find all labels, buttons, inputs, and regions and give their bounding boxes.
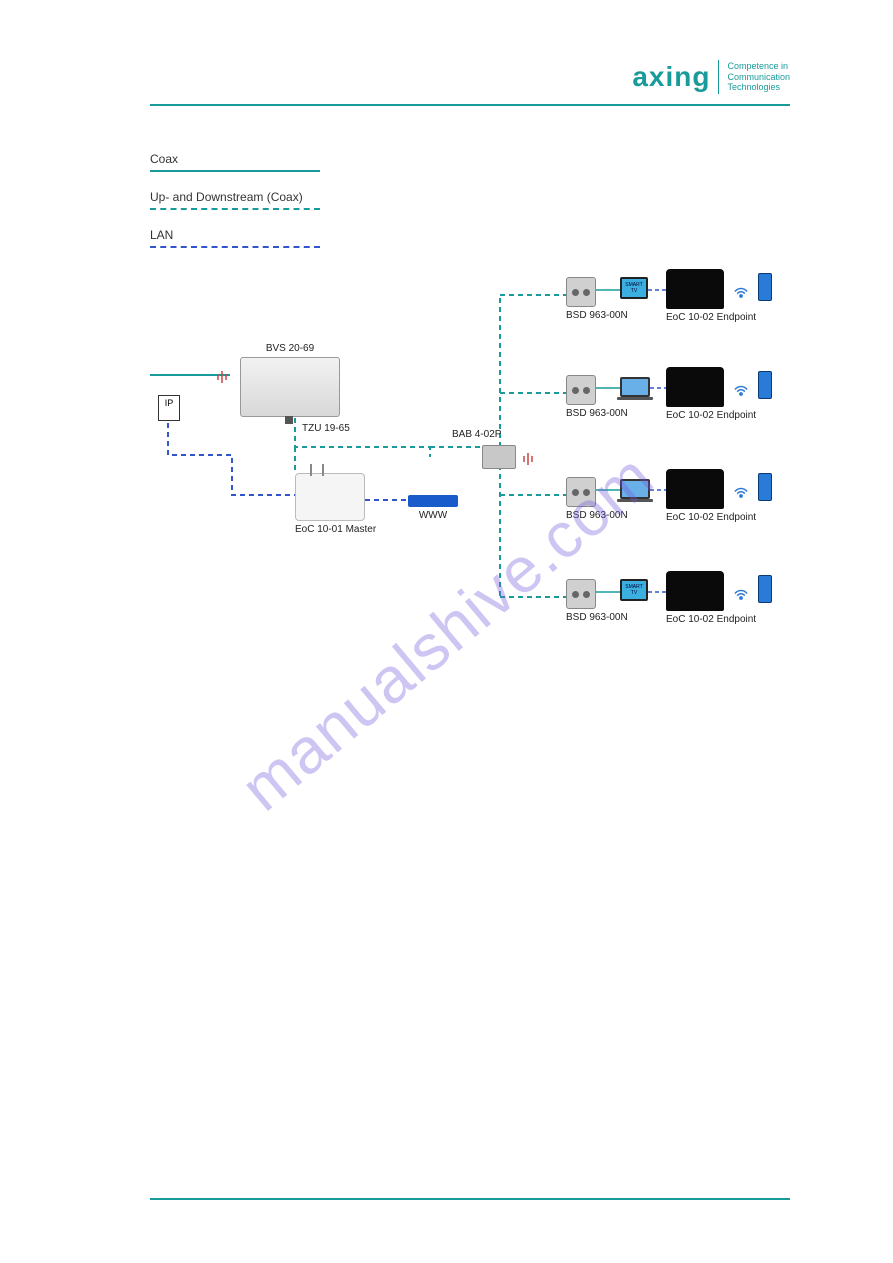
tagline-line: Technologies — [727, 82, 790, 93]
wifi-icon-3 — [732, 481, 750, 499]
outlet-label: BSD 963-00N — [566, 310, 628, 321]
router-icon — [408, 495, 458, 507]
wifi-icon-2 — [732, 379, 750, 397]
client-tv-1: SMART TV — [620, 277, 648, 299]
wifi-icon-1 — [732, 281, 750, 299]
tagline-line: Competence in — [727, 61, 790, 72]
legend-coax: Coax — [150, 152, 320, 172]
endpoint-icon — [666, 269, 724, 309]
eoc-master: EoC 10-01 Master — [295, 473, 376, 535]
splitter-label: BAB 4-02P — [452, 429, 501, 440]
endpoint-label: EoC 10-02 Endpoint — [666, 410, 756, 421]
legend-label: Coax — [150, 152, 320, 166]
outlet-label: BSD 963-00N — [566, 408, 628, 419]
endpoint-label: EoC 10-02 Endpoint — [666, 614, 756, 625]
endpoint-icon — [666, 571, 724, 611]
tv-text: SMART TV — [622, 282, 646, 294]
ip-source: IP — [158, 395, 180, 421]
brand-header: axing Competence in Communication Techno… — [632, 60, 790, 94]
outlet-icon — [566, 579, 596, 609]
www-router: WWW — [408, 495, 458, 521]
www-label: WWW — [408, 510, 458, 521]
endpoint-icon — [666, 367, 724, 407]
outlet-icon — [566, 277, 596, 307]
amp-label: BVS 20-69 — [240, 343, 340, 354]
laptop-icon — [620, 479, 650, 499]
client-laptop-2 — [620, 479, 650, 499]
brand-logo: axing — [632, 61, 710, 93]
ip-box-icon: IP — [158, 395, 180, 421]
outlet-1: BSD 963-00N — [566, 277, 628, 321]
outlet-label: BSD 963-00N — [566, 612, 628, 623]
endpoint-label: EoC 10-02 Endpoint — [666, 512, 756, 523]
outlet-label: BSD 963-00N — [566, 510, 628, 521]
brand-separator — [718, 60, 719, 94]
outlet-4: BSD 963-00N — [566, 579, 628, 623]
outlet-icon — [566, 375, 596, 405]
header-rule — [150, 104, 790, 106]
endpoint-label: EoC 10-02 Endpoint — [666, 312, 756, 323]
laptop-icon — [620, 377, 650, 397]
master-label: EoC 10-01 Master — [295, 524, 376, 535]
phone-icon-1 — [758, 273, 772, 301]
network-diagram: IP BVS 20-69 TZU 19-65 EoC 10-01 Master … — [150, 195, 790, 665]
splitter-icon — [482, 445, 516, 469]
wifi-icon-4 — [732, 583, 750, 601]
outlet-icon — [566, 477, 596, 507]
endpoint-icon — [666, 469, 724, 509]
smart-tv-icon: SMART TV — [620, 579, 648, 601]
amplifier: BVS 20-69 — [240, 343, 340, 417]
tzu-label: TZU 19-65 — [302, 423, 350, 434]
phone-icon-4 — [758, 575, 772, 603]
brand-tagline: Competence in Communication Technologies — [727, 61, 790, 93]
splitter: BAB 4-02P — [482, 445, 516, 469]
ip-label: IP — [165, 398, 174, 408]
master-device-icon — [295, 473, 365, 521]
tagline-line: Communication — [727, 72, 790, 83]
tv-text: SMART TV — [622, 584, 646, 596]
smart-tv-icon: SMART TV — [620, 277, 648, 299]
client-tv-2: SMART TV — [620, 579, 648, 601]
client-laptop-1 — [620, 377, 650, 397]
phone-icon-2 — [758, 371, 772, 399]
footer-rule — [150, 1198, 790, 1200]
legend-line-solid — [150, 170, 320, 172]
amplifier-icon — [240, 357, 340, 417]
phone-icon-3 — [758, 473, 772, 501]
